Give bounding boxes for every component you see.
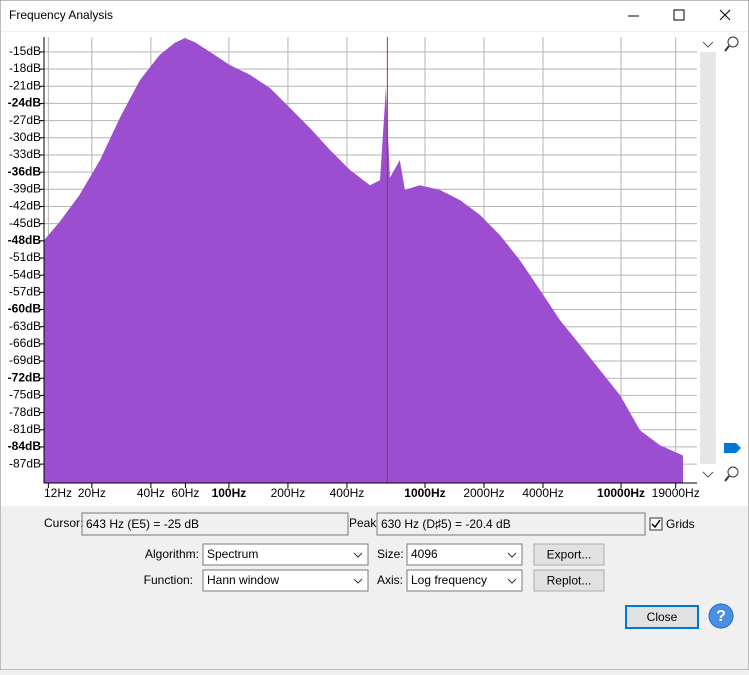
x-tick-label: 200Hz — [271, 486, 306, 500]
replot-button-label: Replot... — [547, 574, 592, 588]
title-bar — [1, 1, 748, 31]
y-tick-label: -30dB — [9, 130, 41, 144]
y-tick-label: -24dB — [8, 96, 42, 110]
algorithm-combo-arrow — [353, 552, 363, 558]
function-label: Function: — [144, 573, 193, 587]
zoom-out-icon[interactable] — [727, 466, 739, 478]
cursor-field-text: 643 Hz (E5) = -25 dB — [86, 517, 199, 531]
close-window-button[interactable] — [719, 9, 731, 21]
y-tick-label: -84dB — [8, 439, 42, 453]
x-tick-label: 1000Hz — [404, 486, 445, 500]
grids-label: Grids — [666, 517, 695, 531]
export-button[interactable] — [533, 543, 605, 566]
y-tick-label: -18dB — [9, 61, 41, 75]
axis-combo-value: Log frequency — [411, 573, 487, 587]
y-tick-label: -51dB — [9, 250, 41, 264]
axis-label: Axis: — [377, 573, 403, 587]
function-combo-value: Hann window — [207, 573, 279, 587]
axis-combo[interactable] — [406, 569, 523, 592]
window-title: Frequency Analysis — [9, 8, 113, 22]
y-tick-label: -87dB — [9, 456, 41, 470]
y-tick-label: -21dB — [9, 78, 41, 92]
peak-field-box — [376, 512, 646, 536]
export-button-label: Export... — [547, 548, 592, 562]
y-tick-label: -81dB — [9, 422, 41, 436]
grids-checkbox[interactable] — [649, 517, 663, 531]
x-tick-label: 10000Hz — [597, 486, 645, 500]
size-combo-arrow — [507, 552, 517, 558]
y-tick-label: -27dB — [9, 113, 41, 127]
y-tick-label: -39dB — [9, 181, 41, 195]
size-combo-value: 4096 — [411, 547, 438, 561]
y-tick-label: -72dB — [8, 370, 42, 384]
x-tick-label: 60Hz — [171, 486, 199, 500]
help-button-label: ? — [716, 608, 726, 625]
zoom-slider-thumb[interactable] — [724, 443, 741, 453]
x-tick-label: 12Hz — [44, 486, 72, 500]
y-tick-label: -36dB — [8, 164, 42, 178]
close-button[interactable] — [625, 605, 699, 629]
function-combo[interactable] — [202, 569, 369, 592]
peak-field-text: 630 Hz (D♯5) = -20.4 dB — [381, 517, 511, 531]
replot-button[interactable] — [533, 569, 605, 592]
zoom-slider-track[interactable] — [700, 52, 716, 464]
algorithm-combo-value: Spectrum — [207, 547, 258, 561]
scroll-up-arrow[interactable] — [702, 41, 714, 48]
cursor-field-box — [81, 512, 349, 536]
y-tick-label: -45dB — [9, 216, 41, 230]
zoom-in-icon[interactable] — [727, 36, 739, 48]
maximize-button[interactable] — [673, 9, 685, 21]
y-tick-label: -75dB — [9, 388, 41, 402]
y-tick-label: -66dB — [9, 336, 41, 350]
spectrum-area — [44, 38, 683, 484]
help-button[interactable] — [708, 603, 734, 629]
y-tick-label: -33dB — [9, 147, 41, 161]
x-tick-label: 20Hz — [78, 486, 106, 500]
zoom-in-handle — [724, 45, 730, 52]
y-tick-label: -54dB — [9, 267, 41, 281]
x-tick-label: 400Hz — [330, 486, 365, 500]
peak-label: Peak: — [349, 516, 380, 530]
scroll-down-arrow[interactable] — [702, 471, 714, 478]
y-tick-label: -42dB — [9, 199, 41, 213]
grids-checkmark — [651, 519, 661, 529]
y-tick-label: -78dB — [9, 405, 41, 419]
y-tick-label: -63dB — [9, 319, 41, 333]
size-label: Size: — [377, 547, 404, 561]
axis-combo-arrow — [507, 578, 517, 584]
x-tick-label: 19000Hz — [652, 486, 700, 500]
y-tick-label: -48dB — [8, 233, 42, 247]
y-tick-label: -57dB — [9, 285, 41, 299]
close-button-label: Close — [647, 610, 678, 624]
cursor-label: Cursor: — [44, 516, 83, 530]
x-tick-label: 100Hz — [212, 486, 247, 500]
algorithm-combo[interactable] — [202, 543, 369, 566]
zoom-out-handle — [724, 475, 730, 482]
algorithm-label: Algorithm: — [145, 547, 199, 561]
x-tick-label: 40Hz — [137, 486, 165, 500]
x-tick-label: 2000Hz — [463, 486, 504, 500]
y-tick-label: -60dB — [8, 302, 42, 316]
x-tick-label: 4000Hz — [522, 486, 563, 500]
function-combo-arrow — [353, 578, 363, 584]
y-tick-label: -69dB — [9, 353, 41, 367]
size-combo[interactable] — [406, 543, 523, 566]
y-tick-label: -15dB — [9, 44, 41, 58]
